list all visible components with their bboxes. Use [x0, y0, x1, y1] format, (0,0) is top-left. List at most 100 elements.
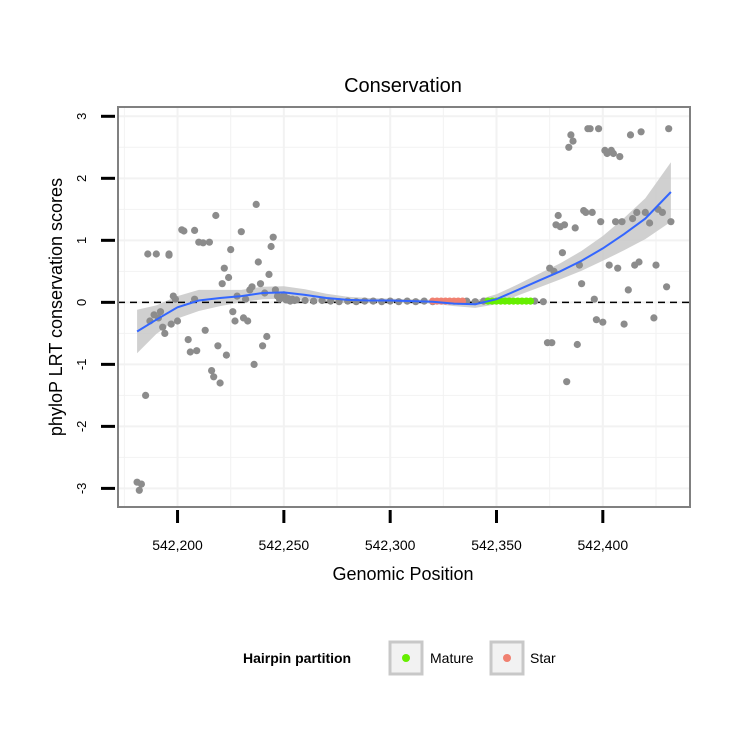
- data-point-scores: [167, 320, 175, 328]
- data-point-scores: [618, 218, 626, 226]
- data-point-scores: [663, 283, 671, 291]
- smooth-trend-line: [136, 191, 672, 333]
- data-point-scores: [252, 200, 260, 208]
- y-tick-label: -2: [74, 421, 89, 433]
- data-point-scores: [212, 211, 220, 220]
- data-point-scores: [646, 219, 654, 227]
- legend-label-mature: Mature: [430, 650, 474, 666]
- data-point-scores: [199, 239, 207, 247]
- data-point-scores: [605, 261, 613, 269]
- data-point-scores: [565, 143, 573, 151]
- grid-lines: [118, 107, 690, 507]
- data-point-scores: [599, 318, 607, 326]
- data-point-scores: [205, 238, 213, 246]
- data-point-scores: [242, 295, 250, 303]
- data-point-baseline: [318, 296, 326, 305]
- legend-item-star: Star: [489, 640, 556, 676]
- data-point-scores: [578, 280, 586, 288]
- data-point-scores: [548, 339, 556, 347]
- data-point-scores: [558, 249, 567, 257]
- data-point-scores: [259, 342, 267, 350]
- data-point-scores: [222, 351, 230, 359]
- data-point-scores: [161, 329, 169, 337]
- data-point-scores: [582, 208, 590, 216]
- data-point-scores: [633, 208, 641, 216]
- smooth-line-layer: [136, 191, 672, 333]
- data-point-scores: [237, 228, 245, 236]
- data-point-scores: [184, 336, 192, 344]
- x-tick-label: 542,250: [259, 537, 310, 553]
- data-point-baseline: [301, 296, 309, 305]
- data-point-scores: [218, 280, 226, 288]
- panel-border: [117, 106, 691, 508]
- x-tick-label: 542,300: [365, 537, 416, 553]
- data-point-scores: [137, 480, 145, 488]
- data-point-scores: [231, 317, 239, 325]
- data-point-scores: [269, 233, 277, 241]
- x-axis-label: Genomic Position: [332, 564, 473, 584]
- data-point-scores: [658, 208, 667, 216]
- data-point-scores: [165, 251, 173, 259]
- data-point-scores: [571, 224, 579, 232]
- data-point-scores: [186, 348, 194, 356]
- data-point-scores: [586, 125, 594, 133]
- data-point-scores: [650, 314, 658, 322]
- data-point-scores: [652, 261, 660, 269]
- data-point-scores: [135, 486, 143, 494]
- legend-dot-mature: [402, 654, 410, 662]
- data-point-scores: [560, 221, 569, 229]
- data-point-scores: [569, 137, 577, 145]
- data-point-baseline: [310, 297, 318, 305]
- data-point-scores: [229, 308, 237, 316]
- data-point-scores: [173, 317, 182, 325]
- x-tick-label: 542,400: [578, 537, 629, 553]
- data-point-baseline: [293, 296, 301, 304]
- data-point-baseline: [539, 298, 547, 306]
- data-point-scores: [629, 215, 637, 223]
- data-point-scores: [225, 273, 233, 282]
- data-point-scores: [563, 378, 571, 386]
- data-point-scores: [201, 326, 209, 334]
- data-point-scores: [567, 131, 575, 139]
- legend-title: Hairpin partition: [243, 650, 351, 666]
- data-point-scores: [142, 391, 150, 399]
- data-point-scores: [216, 379, 224, 387]
- data-point-scores: [254, 258, 262, 266]
- data-point-scores: [267, 242, 275, 251]
- data-point-scores: [156, 308, 165, 316]
- y-tick-label: 0: [74, 299, 89, 306]
- data-point-scores: [665, 125, 673, 133]
- y-tick-label: -3: [74, 483, 89, 495]
- data-point-scores: [554, 211, 562, 220]
- legend: Hairpin partition Mature Star: [243, 640, 556, 676]
- data-point-baseline: [344, 297, 352, 305]
- data-point-scores: [256, 280, 265, 288]
- data-point-scores: [616, 153, 624, 161]
- data-point-scores: [573, 340, 581, 349]
- legend-label-star: Star: [530, 650, 556, 666]
- y-tick-label: -1: [74, 359, 89, 371]
- y-tick-label: 1: [74, 237, 89, 244]
- chart-title: Conservation: [344, 75, 462, 97]
- x-tick-label: 542,350: [471, 537, 522, 553]
- data-point-scores: [588, 208, 596, 216]
- data-point-scores: [191, 226, 199, 234]
- data-point-scores: [635, 258, 643, 266]
- data-point-scores: [612, 218, 620, 226]
- data-point-scores: [609, 149, 618, 158]
- data-point-scores: [171, 295, 179, 303]
- data-point-scores: [248, 283, 256, 291]
- data-point-scores: [641, 208, 649, 216]
- data-point-scores: [637, 128, 645, 136]
- x-axis: 542,200 542,250 542,300 542,350 542,400: [152, 510, 628, 553]
- data-point-scores: [227, 246, 235, 254]
- x-tick-label: 542,200: [152, 537, 203, 553]
- data-point-scores: [214, 342, 222, 350]
- plot-panel: [117, 106, 691, 508]
- data-point-scores: [597, 218, 605, 226]
- data-point-scores: [595, 125, 603, 133]
- data-point-scores: [626, 131, 635, 139]
- data-point-scores: [620, 320, 628, 328]
- data-point-scores: [180, 227, 188, 235]
